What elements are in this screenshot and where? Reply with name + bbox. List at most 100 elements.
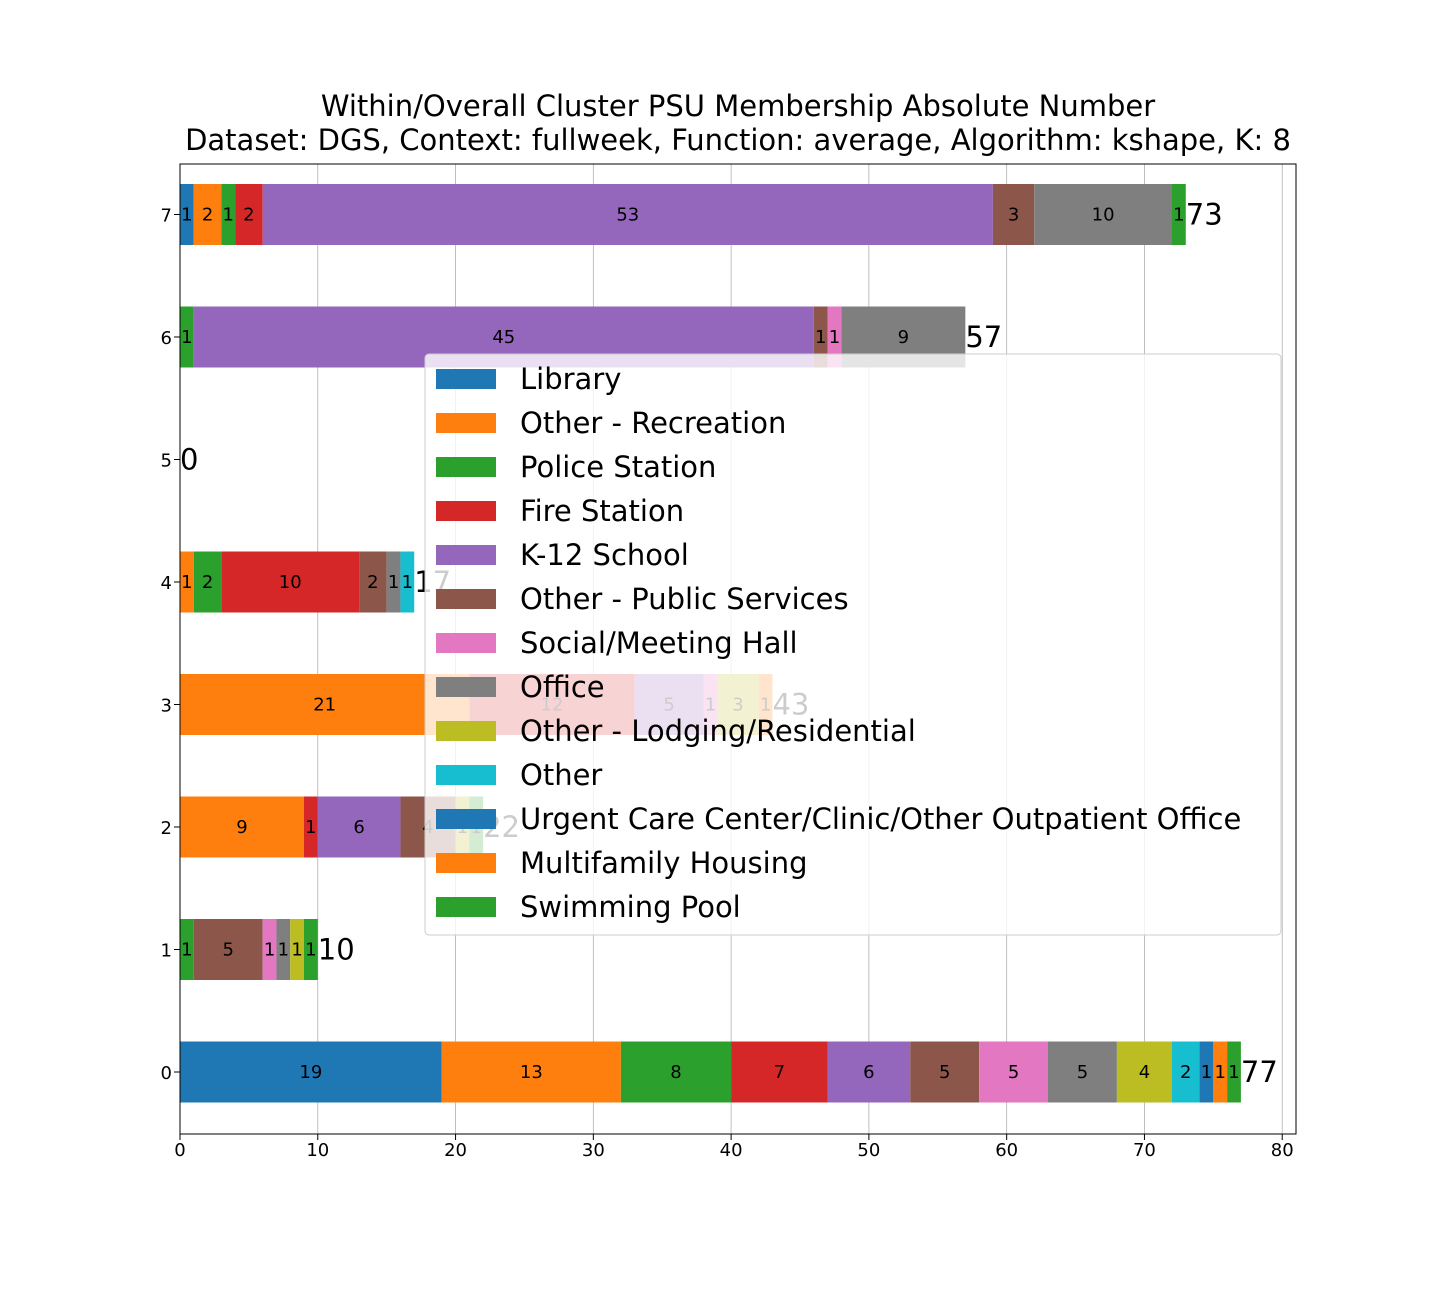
bar-segment [304, 796, 318, 858]
bar-segment [1048, 1041, 1117, 1103]
bar-segment [304, 919, 318, 980]
bar-segment [992, 184, 1035, 245]
legend-entry-label: Police Station [520, 450, 716, 484]
y-tick-label: 4 [161, 573, 172, 594]
bar-segment [276, 919, 291, 980]
bar-segment [827, 1041, 911, 1103]
bar-total-label: 0 [180, 443, 198, 477]
segment-value-label: 10 [279, 572, 302, 593]
x-tick-label: 0 [174, 1140, 185, 1161]
legend-swatch [436, 721, 496, 741]
bar-segment [1116, 1041, 1172, 1103]
legend-entry-label: Multifamily Housing [520, 846, 808, 880]
segment-value-label: 1 [1214, 1062, 1225, 1083]
segment-value-label: 1 [815, 327, 826, 348]
legend-box [424, 353, 1282, 936]
bar-segment [180, 184, 194, 245]
bar-segment [221, 184, 236, 245]
bar-segment [193, 919, 263, 980]
segment-value-label: 1 [1201, 1062, 1212, 1083]
segment-value-label: 9 [898, 327, 909, 348]
legend-entry-label: Social/Meeting Hall [520, 626, 798, 660]
segment-value-label: 4 [1139, 1062, 1150, 1083]
x-tick-label: 70 [1133, 1140, 1156, 1161]
x-tick-label: 60 [995, 1140, 1018, 1161]
segment-value-label: 2 [243, 205, 254, 226]
segment-value-label: 21 [313, 695, 336, 716]
bar-segment [620, 1041, 732, 1103]
x-tick-label: 10 [306, 1140, 329, 1161]
bar-segment [180, 796, 304, 858]
segment-value-label: 1 [388, 572, 399, 593]
segment-value-label: 8 [670, 1062, 681, 1083]
bar-total-label: 57 [965, 320, 1002, 354]
legend-swatch [436, 545, 496, 565]
bar-segment [386, 551, 401, 613]
bar-segment [180, 674, 470, 735]
bar-segment [1199, 1041, 1214, 1103]
segment-value-label: 13 [520, 1062, 543, 1083]
segment-value-label: 1 [181, 327, 192, 348]
bar-segment [317, 796, 401, 858]
segment-value-label: 1 [264, 940, 275, 961]
segment-value-label: 2 [1180, 1062, 1191, 1083]
segment-value-label: 1 [181, 205, 192, 226]
chart-title-line-2: Dataset: DGS, Context: fullweek, Functio… [185, 123, 1291, 157]
bar-segment [979, 1041, 1048, 1103]
segment-value-label: 2 [202, 205, 213, 226]
legend-entry-label: K-12 School [520, 538, 689, 572]
segment-value-label: 45 [492, 327, 515, 348]
legend-swatch [436, 457, 496, 477]
y-tick-label: 2 [161, 818, 172, 839]
bar-segment [193, 551, 222, 613]
legend-swatch [436, 765, 496, 785]
segment-value-label: 1 [278, 940, 289, 961]
bar-segment [1227, 1041, 1241, 1103]
y-tick-label: 7 [161, 206, 172, 227]
bar-segment [180, 1041, 442, 1103]
legend-swatch [436, 897, 496, 917]
bar-segment [262, 184, 993, 245]
x-tick-label: 50 [857, 1140, 880, 1161]
bar-segment [221, 551, 360, 613]
segment-value-label: 1 [305, 817, 316, 838]
bar-segment [400, 551, 415, 613]
legend-entry-label: Other - Lodging/Residential [520, 714, 916, 748]
bars: 1913876555421117715111110916411222112513… [180, 184, 1278, 1103]
bar-segment [827, 306, 842, 368]
legend-entry-label: Swimming Pool [520, 890, 741, 924]
segment-value-label: 1 [222, 205, 233, 226]
segment-value-label: 6 [353, 817, 364, 838]
x-tick-label: 40 [720, 1140, 743, 1161]
bar-segment [180, 551, 194, 613]
segment-value-label: 19 [299, 1062, 322, 1083]
legend-swatch [436, 677, 496, 697]
segment-value-label: 9 [236, 817, 247, 838]
segment-value-label: 1 [402, 572, 413, 593]
y-tick-label: 6 [161, 328, 172, 349]
x-tick-label: 80 [1271, 1140, 1294, 1161]
segment-value-label: 5 [1008, 1062, 1019, 1083]
segment-value-label: 7 [774, 1062, 785, 1083]
segment-value-label: 5 [1077, 1062, 1088, 1083]
bar-segment [1172, 184, 1186, 245]
bar-segment [193, 184, 222, 245]
bar-segment [910, 1041, 980, 1103]
segment-value-label: 5 [222, 940, 233, 961]
y-tick-label: 0 [161, 1063, 172, 1084]
bar-segment [813, 306, 828, 368]
legend-swatch [436, 413, 496, 433]
bar-segment [1172, 1041, 1200, 1103]
bar-total-label: 77 [1241, 1055, 1278, 1089]
bar-segment [1213, 1041, 1228, 1103]
bar-total-label: 73 [1186, 198, 1223, 232]
segment-value-label: 1 [181, 572, 192, 593]
legend-swatch [436, 809, 496, 829]
bar-segment [359, 551, 387, 613]
segment-value-label: 1 [291, 940, 302, 961]
x-tick-label: 30 [582, 1140, 605, 1161]
legend-entry-label: Fire Station [520, 494, 684, 528]
segment-value-label: 1 [829, 327, 840, 348]
bar-segment [290, 919, 304, 980]
